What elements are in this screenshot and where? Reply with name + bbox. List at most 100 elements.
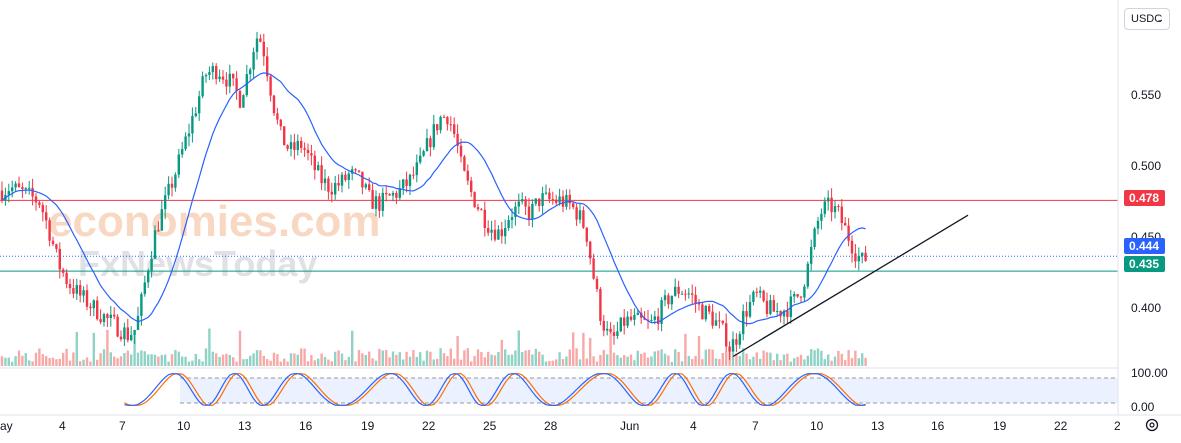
support-trendline[interactable] — [732, 214, 969, 358]
candle-body — [272, 95, 276, 114]
volume-bar — [300, 348, 303, 366]
volume-bar — [150, 354, 153, 366]
currency-selector[interactable]: USDC ⌄ — [1124, 8, 1170, 30]
candle-body — [725, 323, 728, 347]
volume-bar — [208, 328, 211, 366]
volume-bar — [31, 361, 34, 366]
price-badge-0444 — [1124, 238, 1165, 254]
candle-body — [531, 203, 534, 220]
volume-bar — [306, 361, 310, 366]
volume-bar — [742, 348, 745, 366]
volume-bar — [136, 352, 140, 366]
chevron-down-icon: ⌄ — [1156, 14, 1164, 24]
candle-body — [616, 331, 619, 336]
volume-bar — [480, 352, 483, 366]
candle-body — [765, 300, 769, 314]
candle-body — [167, 183, 170, 196]
candle-body — [62, 269, 65, 273]
candle-body — [466, 170, 469, 181]
candle-body — [238, 90, 242, 108]
candle-body — [711, 311, 714, 326]
volume-bar — [830, 360, 833, 366]
volume-bar — [490, 354, 493, 366]
volume-bar — [592, 356, 595, 366]
volume-bar — [303, 348, 306, 366]
candle-body — [320, 165, 323, 184]
volume-bar — [616, 355, 619, 366]
volume-bar — [555, 359, 558, 366]
candle-body — [130, 334, 133, 341]
candle-body — [283, 126, 286, 146]
volume-bar — [667, 355, 670, 366]
candle-body — [408, 174, 412, 186]
volume-bar — [38, 348, 41, 366]
candle-body — [861, 252, 864, 256]
candle-body — [803, 286, 806, 298]
oscillator-line-k — [124, 373, 866, 406]
candle-body — [497, 229, 500, 240]
candle-body — [551, 199, 554, 201]
candle-body — [347, 173, 350, 180]
candle-body — [388, 194, 391, 196]
volume-bar — [626, 356, 629, 366]
volume-bar — [714, 358, 718, 366]
volume-bar — [320, 353, 323, 366]
candle-body — [184, 136, 187, 150]
volume-bar — [51, 357, 55, 366]
volume-bar — [385, 350, 388, 366]
volume-bar — [211, 351, 214, 366]
candle-body — [119, 336, 123, 340]
volume-bar — [561, 359, 565, 366]
volume-bar — [181, 356, 184, 366]
candle-body — [561, 196, 565, 207]
volume-bar — [816, 348, 820, 366]
candle-body — [847, 225, 850, 241]
x-tick-label: 19 — [993, 419, 1007, 433]
candle-body — [850, 240, 854, 254]
candle-body — [395, 192, 398, 198]
candle-body — [793, 294, 796, 297]
volume-bar — [558, 352, 561, 366]
candle-body — [752, 291, 755, 303]
candle-body — [289, 142, 293, 149]
candle-body — [415, 162, 418, 176]
volume-bar — [293, 353, 296, 366]
candle-body — [636, 312, 639, 315]
volume-bar — [17, 350, 21, 366]
candle-body — [160, 209, 163, 231]
candle-body — [402, 179, 405, 189]
candle-body — [374, 196, 378, 209]
volume-bar — [446, 356, 449, 366]
candle-body — [340, 174, 344, 186]
volume-bar — [456, 336, 459, 366]
candle-body — [619, 317, 622, 332]
chart-settings-icon[interactable] — [1145, 418, 1159, 432]
candle-body — [157, 230, 160, 232]
volume-bar — [687, 355, 690, 366]
candle-body — [364, 184, 367, 188]
candle-body — [823, 201, 826, 214]
candle-body — [463, 156, 466, 171]
candle-body — [296, 140, 299, 150]
volume-bar — [527, 349, 531, 366]
candle-body — [449, 124, 452, 126]
candle-body — [527, 206, 531, 220]
candle-body — [381, 192, 384, 211]
x-tick-label: 28 — [544, 419, 558, 433]
volume-bar — [334, 351, 337, 366]
volume-bar — [194, 353, 197, 366]
volume-bar — [368, 351, 371, 366]
volume-bar — [160, 355, 163, 366]
volume-bar — [470, 361, 473, 366]
candle-body — [820, 213, 823, 221]
volume-bar — [405, 351, 408, 366]
candle-body — [164, 195, 167, 210]
candle-body — [99, 319, 102, 323]
candle-body — [34, 196, 38, 203]
candle-body — [708, 305, 711, 312]
volume-bar — [565, 356, 568, 366]
volume-bar — [521, 352, 524, 366]
volume-bar — [524, 350, 527, 366]
volume-bar — [609, 333, 612, 366]
volume-bar — [218, 356, 221, 366]
